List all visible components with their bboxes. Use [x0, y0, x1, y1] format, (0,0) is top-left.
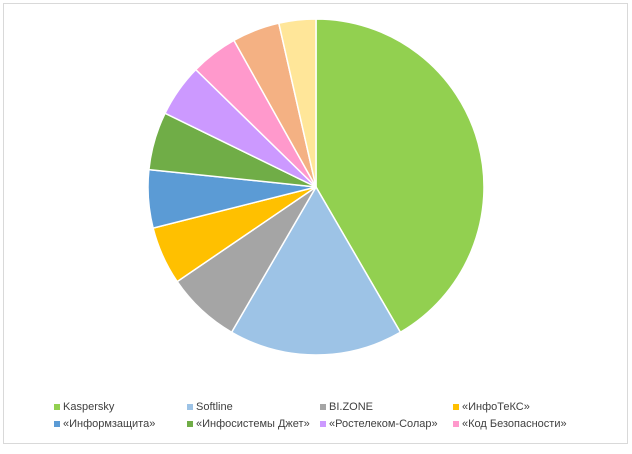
- legend-label: Softline: [196, 401, 233, 413]
- legend-swatch: [187, 421, 193, 427]
- pie-slice: [277, 18, 317, 188]
- legend-swatch: [54, 421, 60, 427]
- legend-label: «Информзащита»: [63, 418, 155, 430]
- legend-swatch: [187, 404, 193, 410]
- legend-label: «ИнфоТеКС»: [462, 401, 530, 413]
- legend-swatch: [320, 404, 326, 410]
- legend-label: Kaspersky: [63, 401, 115, 413]
- legend-label: «Инфосистемы Джет»: [196, 418, 310, 430]
- pie-slice: [230, 185, 402, 356]
- legend-swatch: [54, 404, 60, 410]
- legend-swatch: [320, 421, 326, 427]
- legend-swatch: [453, 421, 459, 427]
- legend-swatch: [453, 404, 459, 410]
- legend-label: «Код Безопасности»: [462, 418, 567, 430]
- pie-slice: [315, 18, 485, 334]
- legend-label: BI.ZONE: [329, 401, 373, 413]
- legend-label: «Ростелеком-Солар»: [329, 418, 438, 430]
